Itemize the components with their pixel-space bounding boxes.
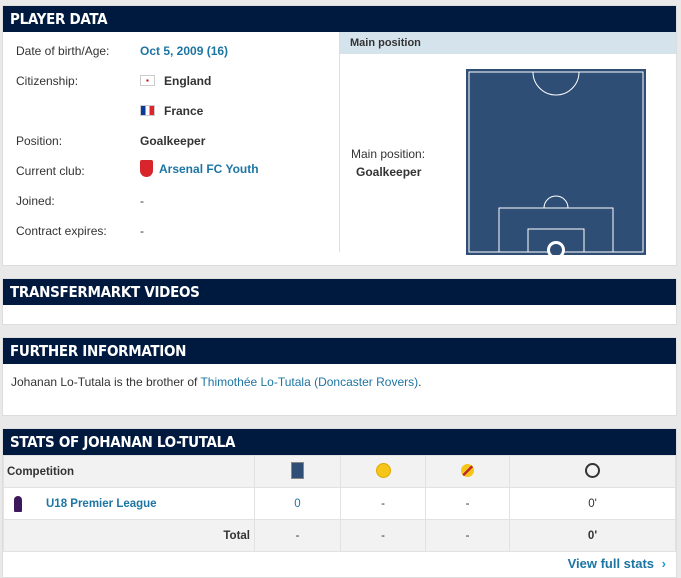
total-row: Total - - - 0' [3, 519, 676, 552]
contract-label: Contract expires: [16, 224, 107, 238]
citizenship-france: France [164, 104, 204, 118]
main-position-header: Main position [340, 32, 676, 54]
stats-card: STATS OF JOHANAN LO-TUTALA Competition U… [2, 428, 677, 578]
competition-link[interactable]: U18 Premier League [46, 497, 157, 510]
total-label: Total [3, 519, 255, 552]
total-apps: - [254, 519, 341, 552]
minutes-value: 0' [509, 487, 676, 520]
goal-icon [375, 462, 391, 478]
view-full-stats-label: View full stats [567, 556, 655, 571]
competition-col: Competition [3, 455, 255, 488]
further-info-end: . [418, 375, 422, 389]
apps-value[interactable]: 0 [254, 487, 341, 520]
joined-label: Joined: [16, 194, 55, 208]
further-info-header: FURTHER INFORMATION [3, 338, 676, 364]
joined-value: - [140, 194, 144, 208]
premier-league-logo-icon [14, 495, 22, 512]
total-goals: - [340, 519, 426, 552]
chevron-right-icon: › [661, 556, 666, 571]
stats-header-row: Competition [3, 455, 676, 488]
total-minutes: 0' [509, 519, 676, 552]
stats-table: Competition U18 Premier League 0 - - 0' … [3, 455, 676, 552]
videos-card: TRANSFERMARKT VIDEOS [2, 278, 677, 325]
arsenal-crest-icon [140, 160, 153, 177]
club-label: Current club: [16, 164, 85, 178]
contract-value: - [140, 224, 144, 238]
citizenship-england: England [164, 74, 212, 88]
pitch-icon [291, 461, 304, 479]
player-data-header: PLAYER DATA [3, 6, 676, 32]
videos-header: TRANSFERMARKT VIDEOS [3, 279, 676, 305]
further-info-card: FURTHER INFORMATION Johanan Lo-Tutala is… [2, 337, 677, 416]
pitch-diagram [466, 69, 646, 255]
player-data-card: PLAYER DATA Date of birth/Age: Oct 5, 20… [2, 5, 677, 266]
france-flag-icon [140, 105, 155, 116]
view-full-stats-link[interactable]: View full stats › [568, 556, 666, 571]
table-row: U18 Premier League 0 - - 0' [3, 487, 676, 520]
club-link[interactable]: Arsenal FC Youth [159, 162, 259, 176]
position-value: Goalkeeper [140, 134, 206, 148]
goals-value: - [340, 487, 426, 520]
brother-link[interactable]: Thimothée Lo-Tutala (Doncaster Rovers) [200, 375, 419, 389]
stats-header: STATS OF JOHANAN LO-TUTALA [3, 429, 676, 455]
position-label: Position: [16, 134, 63, 148]
dob-value[interactable]: Oct 5, 2009 (16) [140, 44, 229, 58]
conceded-value: - [425, 487, 510, 520]
main-position-label: Main position: [351, 147, 426, 161]
further-info-text: Johanan Lo-Tutala is the brother of [11, 375, 201, 389]
clock-icon [585, 462, 600, 478]
conceded-goal-icon [461, 463, 474, 477]
citizenship-label: Citizenship: [16, 74, 79, 88]
main-position-value: Goalkeeper [356, 165, 422, 179]
dob-label: Date of birth/Age: [16, 44, 110, 58]
total-conceded: - [425, 519, 510, 552]
england-flag-icon [140, 75, 155, 86]
